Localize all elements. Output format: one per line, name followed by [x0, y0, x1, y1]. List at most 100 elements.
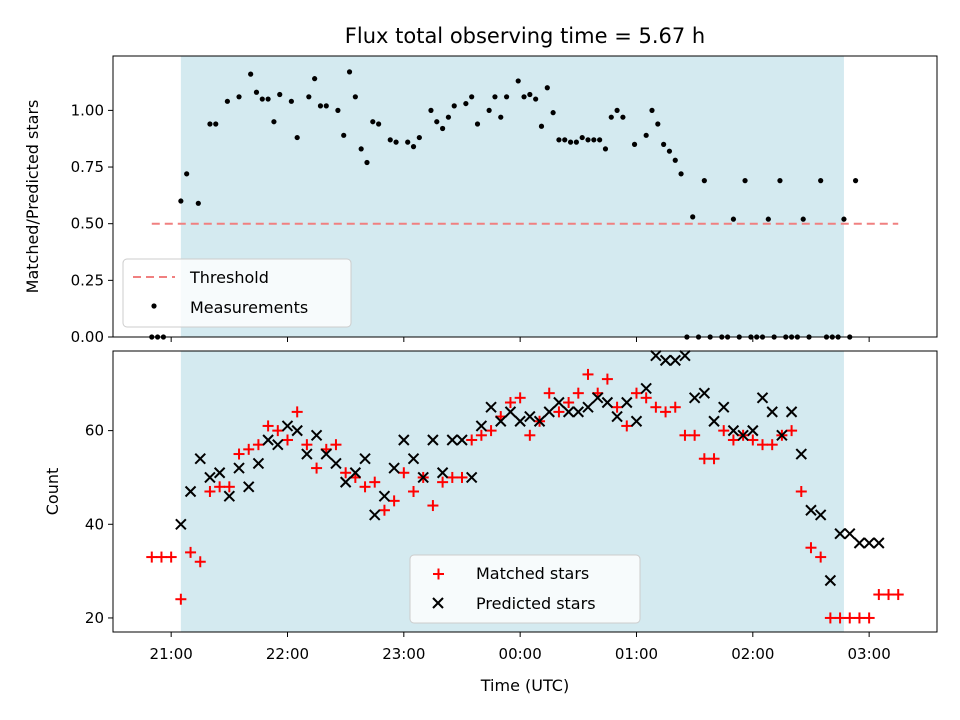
predicted-star-marker	[562, 406, 575, 418]
matched-star-marker	[524, 429, 536, 441]
ratio-x-ticks	[170, 337, 870, 342]
cross-b	[495, 415, 507, 427]
measurement-point	[346, 69, 353, 75]
matched-star-marker	[640, 392, 652, 404]
x-tick-label: 21:00	[150, 645, 193, 663]
matched-star-marker	[834, 612, 846, 624]
predicted-star-marker	[446, 434, 459, 446]
measurement-point	[410, 144, 417, 150]
measurement-point	[323, 103, 329, 109]
predicted-star-marker	[659, 354, 672, 367]
matched-star-marker	[553, 406, 565, 418]
cross-b	[737, 429, 749, 442]
measurement-point	[620, 114, 626, 120]
predicted-star-marker	[252, 457, 265, 470]
count-y-axis-label: Count	[43, 468, 62, 516]
cross-b	[562, 406, 575, 418]
measurement-point	[631, 141, 638, 147]
predicted-star-marker	[698, 387, 711, 399]
cross-b	[417, 471, 429, 484]
predicted-star-marker	[223, 490, 236, 502]
predicted-star-marker	[785, 406, 798, 418]
y-tick-label: 0.25	[71, 271, 104, 289]
matched-star-markers	[146, 368, 904, 624]
measurement-points	[149, 69, 859, 340]
time-x-ticks: 21:00 22:00 23:00 00:00 01:00 02:00 03:00	[150, 632, 891, 663]
predicted-star-marker	[873, 537, 885, 549]
matched-star-marker	[504, 397, 516, 409]
matched-legend-label: Matched stars	[476, 564, 589, 583]
matched-star-marker	[844, 612, 856, 624]
cross-b	[756, 392, 769, 404]
matched-star-marker	[291, 406, 303, 418]
cross-b	[272, 438, 284, 451]
predicted-star-marker	[204, 471, 216, 484]
cross-b	[485, 401, 497, 413]
cross-b	[339, 476, 352, 488]
measurement-point	[655, 121, 661, 127]
matched-star-marker	[233, 448, 245, 460]
measurement-point	[515, 78, 521, 84]
cross-b	[572, 406, 585, 418]
measurement-point	[259, 96, 265, 102]
predicted-star-marker	[669, 354, 681, 367]
predicted-star-marker	[543, 406, 555, 418]
measurements-legend-label: Measurements	[190, 298, 308, 317]
x-tick-label: 23:00	[382, 645, 425, 663]
cross-b	[747, 424, 759, 437]
matched-star-marker	[563, 397, 575, 409]
predicted-star-marker	[776, 429, 788, 442]
cross-b	[814, 509, 827, 521]
cross-b	[834, 527, 846, 540]
measurement-point	[341, 132, 347, 138]
matched-star-marker	[630, 387, 642, 399]
measurement-point	[236, 94, 242, 100]
predicted-star-marker	[262, 434, 274, 446]
predicted-star-marker	[844, 527, 856, 540]
cross-b	[514, 415, 526, 427]
measurement-point	[393, 139, 399, 145]
measurement-point	[800, 216, 806, 222]
predicted-star-marker	[582, 401, 594, 413]
measurement-point	[608, 114, 614, 120]
matched-star-marker	[747, 434, 759, 446]
matched-star-marker	[311, 462, 323, 474]
cross-b	[204, 471, 216, 484]
predicted-star-marker	[272, 438, 284, 451]
predicted-star-marker	[504, 406, 517, 418]
predicted-star-marker	[281, 420, 294, 432]
predicted-star-marker	[834, 527, 846, 540]
predicted-star-marker	[213, 467, 226, 479]
measurement-point	[248, 71, 254, 77]
cross-b	[824, 574, 837, 587]
y-tick-label: 40	[85, 515, 104, 533]
predicted-star-marker	[572, 406, 585, 418]
measurement-point	[661, 141, 667, 147]
matched-star-marker	[650, 401, 662, 413]
predicted-star-marker	[310, 429, 323, 442]
cross-b	[533, 415, 546, 427]
measurement-point	[434, 119, 440, 125]
matched-star-marker	[621, 420, 633, 432]
measurement-point	[521, 94, 527, 100]
predicted-star-marker	[243, 481, 255, 493]
cross-b	[504, 406, 517, 418]
predicted-star-marker	[737, 429, 749, 442]
matched-star-marker	[446, 471, 458, 483]
count-legend: Matched stars Predicted stars	[409, 554, 641, 624]
cross-b	[776, 429, 788, 442]
predicted-star-marker	[650, 349, 662, 362]
x-tick-label: 00:00	[499, 645, 542, 663]
predicted-star-marker	[378, 490, 391, 502]
measurement-point	[405, 139, 411, 145]
ratio-legend-box	[122, 258, 352, 328]
measurement-point	[387, 137, 393, 143]
cross-b	[320, 448, 332, 460]
measurement-point	[579, 134, 585, 141]
x-axis-label: Time (UTC)	[480, 676, 569, 695]
x-tick-label: 22:00	[266, 645, 309, 663]
ratio-panel-frame	[112, 55, 938, 338]
predicted-star-marker	[184, 485, 197, 498]
matched-star-marker	[824, 612, 836, 624]
matched-star-marker	[185, 546, 197, 558]
